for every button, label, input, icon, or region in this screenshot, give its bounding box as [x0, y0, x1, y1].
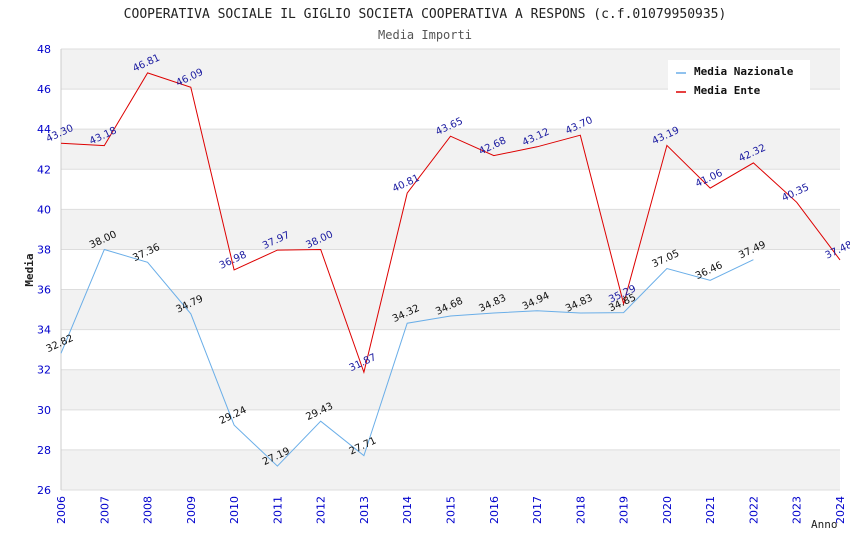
data-label: 36.46 — [694, 260, 725, 282]
series-line-media-nazionale — [60, 248, 754, 467]
y-tick-label: 32 — [37, 364, 51, 377]
grid-band — [61, 369, 840, 410]
y-tick-label: 44 — [37, 123, 51, 136]
grid-band — [61, 449, 840, 490]
x-tick-label: 2009 — [185, 496, 198, 524]
x-tick-label: 2008 — [142, 496, 155, 524]
data-label: 40.81 — [391, 173, 422, 195]
x-tick-label: 2013 — [358, 496, 371, 524]
legend-label-naz: Media Nazionale — [694, 65, 794, 78]
x-tick-label: 2023 — [791, 496, 804, 524]
x-tick-label: 2017 — [531, 496, 544, 524]
y-tick-label: 28 — [37, 444, 51, 457]
x-tick-label: 2020 — [661, 496, 674, 524]
legend-label-ente: Media Ente — [694, 84, 761, 97]
x-tick-label: 2014 — [401, 496, 414, 524]
x-tick-label: 2007 — [98, 496, 111, 524]
y-tick-label: 26 — [37, 484, 51, 497]
chart-title: COOPERATIVA SOCIALE IL GIGLIO SOCIETA CO… — [124, 7, 727, 22]
legend: Media Nazionale Media Ente — [668, 60, 810, 102]
x-tick-label: 2021 — [704, 496, 717, 524]
x-tick-label: 2011 — [271, 496, 284, 524]
y-axis-label: Media — [23, 253, 36, 286]
y-tick-label: 38 — [37, 243, 51, 256]
x-tick-label: 2006 — [55, 496, 68, 524]
series-line-media-ente — [60, 72, 841, 375]
y-ticks-group: 26 28 30 32 34 36 38 40 42 44 46 48 — [37, 43, 51, 497]
x-tick-label: 2018 — [574, 496, 587, 524]
x-tick-label: 2015 — [445, 496, 458, 524]
series-lines-group — [60, 72, 841, 467]
y-tick-label: 36 — [37, 284, 51, 297]
y-tick-label: 34 — [37, 324, 51, 337]
x-tick-label: 2022 — [747, 496, 760, 524]
x-ticks-group: 2006 2007 2008 2009 2010 2011 2012 2013 2014 2015… — [55, 496, 847, 524]
y-tick-label: 46 — [37, 83, 51, 96]
x-tick-label: 2010 — [228, 496, 241, 524]
grid-band — [61, 209, 840, 250]
data-label: 37.05 — [651, 248, 682, 270]
x-tick-label: 2024 — [834, 496, 847, 524]
chart-subtitle: Media Importi — [378, 28, 472, 42]
legend-box — [668, 60, 810, 102]
x-tick-label: 2012 — [315, 496, 328, 524]
x-axis-label: Anno — [811, 518, 838, 531]
grid-band — [61, 289, 840, 330]
y-tick-label: 30 — [37, 404, 51, 417]
y-tick-label: 48 — [37, 43, 51, 56]
x-tick-label: 2019 — [618, 496, 631, 524]
data-label: 36.98 — [218, 250, 249, 272]
y-tick-label: 42 — [37, 163, 51, 176]
y-tick-label: 40 — [37, 203, 51, 216]
grid-band — [61, 129, 840, 170]
x-tick-label: 2016 — [488, 496, 501, 524]
